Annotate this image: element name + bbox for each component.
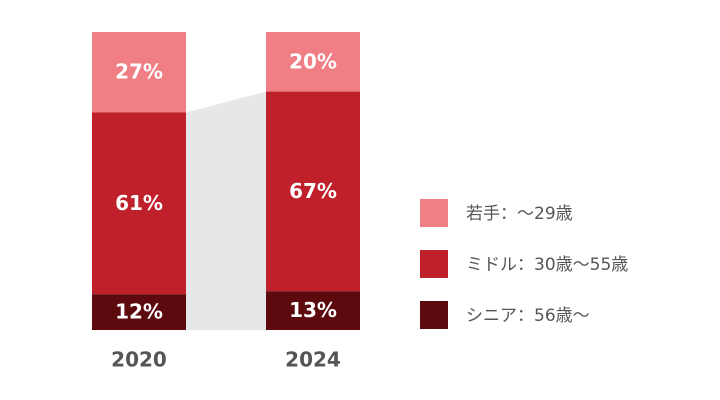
bar-segment xyxy=(266,291,360,330)
bar-segment xyxy=(92,294,186,330)
bar-segment xyxy=(266,32,360,92)
value-label: 13% xyxy=(289,298,337,322)
x-tick-label: 2020 xyxy=(111,348,167,372)
legend-swatch xyxy=(420,250,448,278)
legend-swatch xyxy=(420,301,448,329)
legend-label: シニア：56歳〜 xyxy=(466,306,590,326)
value-label: 20% xyxy=(289,49,337,73)
value-label: 27% xyxy=(115,60,163,84)
legend-swatch xyxy=(420,199,448,227)
connector xyxy=(186,91,266,330)
bar-segment xyxy=(266,91,360,292)
legend-label: 若手：〜29歳 xyxy=(466,204,573,224)
bar-segment xyxy=(92,32,186,113)
legend-label: ミドル：30歳〜55歳 xyxy=(466,255,628,275)
x-tick-label: 2024 xyxy=(285,348,341,372)
value-label: 67% xyxy=(289,179,337,203)
value-label: 61% xyxy=(115,191,163,215)
bar-segment xyxy=(92,112,186,295)
value-label: 12% xyxy=(115,300,163,324)
